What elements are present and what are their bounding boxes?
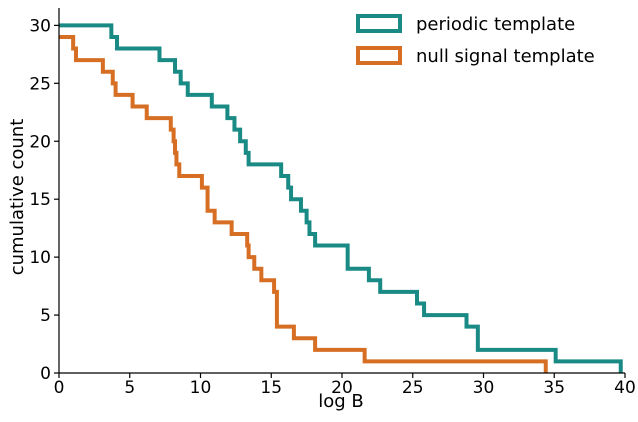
series-line-periodic bbox=[59, 23, 623, 373]
y-tick-label-15: 15 bbox=[29, 190, 51, 210]
legend-swatch-periodic bbox=[356, 14, 402, 33]
x-tick-label-30: 30 bbox=[473, 378, 495, 398]
x-axis-label: log B bbox=[318, 391, 364, 412]
legend-label-periodic: periodic template bbox=[416, 14, 575, 35]
series-line-null bbox=[59, 34, 548, 373]
legend-swatch-null bbox=[356, 46, 402, 65]
x-tick-label-5: 5 bbox=[124, 378, 135, 398]
legend: periodic template null signal template bbox=[356, 14, 595, 67]
y-tick-label-0: 0 bbox=[40, 364, 51, 384]
series-layer bbox=[59, 23, 623, 373]
y-tick-label-20: 20 bbox=[29, 132, 51, 152]
y-tick-label-10: 10 bbox=[29, 248, 51, 268]
y-tick-label-30: 30 bbox=[29, 16, 51, 36]
legend-label-null: null signal template bbox=[416, 46, 595, 67]
x-tick-label-25: 25 bbox=[402, 378, 424, 398]
x-tick-label-35: 35 bbox=[543, 378, 565, 398]
x-tick-label-20: 20 bbox=[331, 378, 353, 398]
y-tick-label-5: 5 bbox=[40, 306, 51, 326]
x-tick-label-40: 40 bbox=[614, 378, 636, 398]
x-tick-label-15: 15 bbox=[260, 378, 282, 398]
axes-layer: 0 5 10 15 20 25 30 35 40 0 5 10 15 20 25 30 bbox=[29, 8, 636, 398]
y-tick-label-25: 25 bbox=[29, 74, 51, 94]
y-axis-label: cumulative count bbox=[7, 119, 28, 276]
x-tick-label-10: 10 bbox=[190, 378, 212, 398]
x-tick-label-0: 0 bbox=[54, 378, 65, 398]
